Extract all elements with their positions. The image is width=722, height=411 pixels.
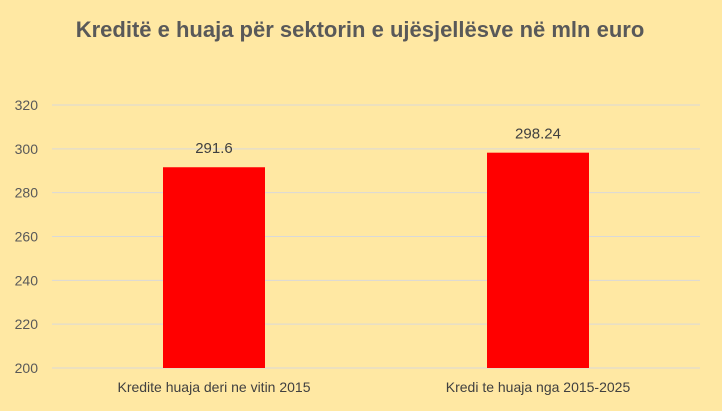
bar-data-label: 298.24 bbox=[515, 126, 561, 143]
y-tick-label: 200 bbox=[15, 360, 39, 376]
category-label: Kredite huaja deri ne vitin 2015 bbox=[117, 379, 310, 395]
category-label: Kredi te huaja nga 2015-2025 bbox=[446, 379, 631, 395]
y-tick-label: 320 bbox=[15, 97, 39, 113]
y-tick-label: 240 bbox=[15, 272, 39, 288]
y-tick-label: 220 bbox=[15, 316, 39, 332]
bar-data-label: 291.6 bbox=[195, 140, 233, 157]
bar bbox=[487, 152, 589, 368]
y-tick-label: 260 bbox=[15, 229, 39, 245]
chart-title: Kreditë e huaja për sektorin e ujësjellë… bbox=[75, 17, 645, 42]
y-tick-label: 280 bbox=[15, 185, 39, 201]
bar bbox=[163, 167, 265, 368]
y-tick-label: 300 bbox=[15, 141, 39, 157]
